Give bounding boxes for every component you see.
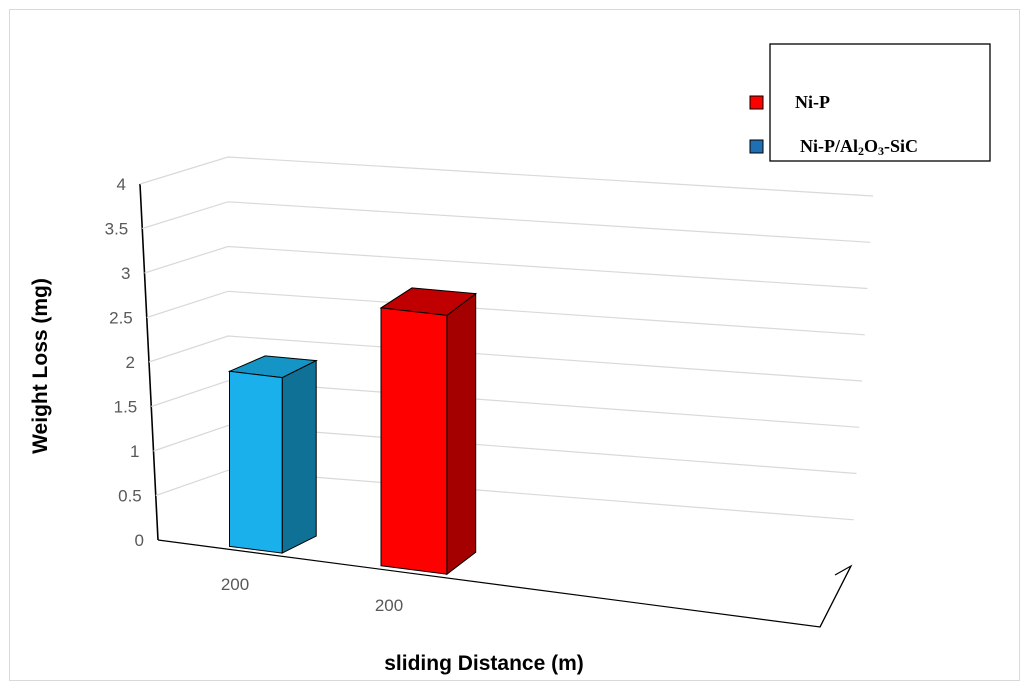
legend-label-part: Ni-P/Al	[800, 136, 858, 156]
y-tick-label: 0	[135, 531, 144, 550]
gridline	[142, 201, 871, 243]
legend: Ni-P Ni-P/Al2O3-SiC	[749, 43, 991, 162]
legend-swatch-ni-p	[749, 95, 764, 110]
gridline	[153, 424, 857, 475]
gridline	[151, 380, 860, 428]
legend-label-subscript: 2	[858, 144, 864, 158]
floor-right-edge	[819, 565, 852, 628]
y-tick-label: 2	[126, 353, 135, 372]
bar-side-face	[281, 359, 317, 554]
y-tick-label: 2.5	[109, 309, 133, 328]
y-axis-title: Weight Loss (mg)	[29, 278, 52, 454]
gridline	[148, 335, 863, 382]
y-tick-label: 1.5	[114, 398, 138, 417]
x-axis-title: sliding Distance (m)	[384, 652, 584, 675]
legend-label-ni-p-al2o3-sic: Ni-P/Al2O3-SiC	[800, 136, 918, 158]
y-tick-label: 3.5	[105, 220, 129, 239]
legend-label-ni-p: Ni-P	[795, 92, 830, 112]
legend-label-part: O	[864, 136, 878, 156]
gridlines	[139, 156, 874, 521]
legend-box	[769, 43, 991, 162]
x-tick-label: 200	[221, 575, 249, 594]
bar-side-face	[446, 292, 477, 576]
bar-ni-p	[379, 287, 478, 576]
floor-front-edge	[157, 539, 853, 628]
gridline	[139, 156, 874, 197]
legend-swatch-ni-p-al2o3-sic	[749, 139, 764, 154]
gridline	[144, 245, 868, 290]
bars	[227, 287, 478, 576]
y-tick-label: 3	[121, 264, 130, 283]
gridline	[155, 469, 854, 521]
x-tick-label: 200	[375, 596, 403, 615]
y-tick-labels: 0 0.5 1 1.5 2 2.5 3 3.5 4	[105, 175, 144, 550]
legend-label-subscript: 3	[878, 144, 884, 158]
bar-front-face	[229, 370, 283, 554]
gridline	[146, 290, 865, 336]
legend-label-part: -SiC	[884, 136, 918, 156]
bar-ni-p-al2o3-sic	[227, 355, 318, 554]
y-tick-label: 4	[117, 175, 126, 194]
x-tick-labels: 200 200	[221, 575, 403, 615]
y-tick-label: 0.5	[118, 487, 142, 506]
y-tick-label: 1	[130, 442, 139, 461]
bar-front-face	[380, 307, 448, 575]
